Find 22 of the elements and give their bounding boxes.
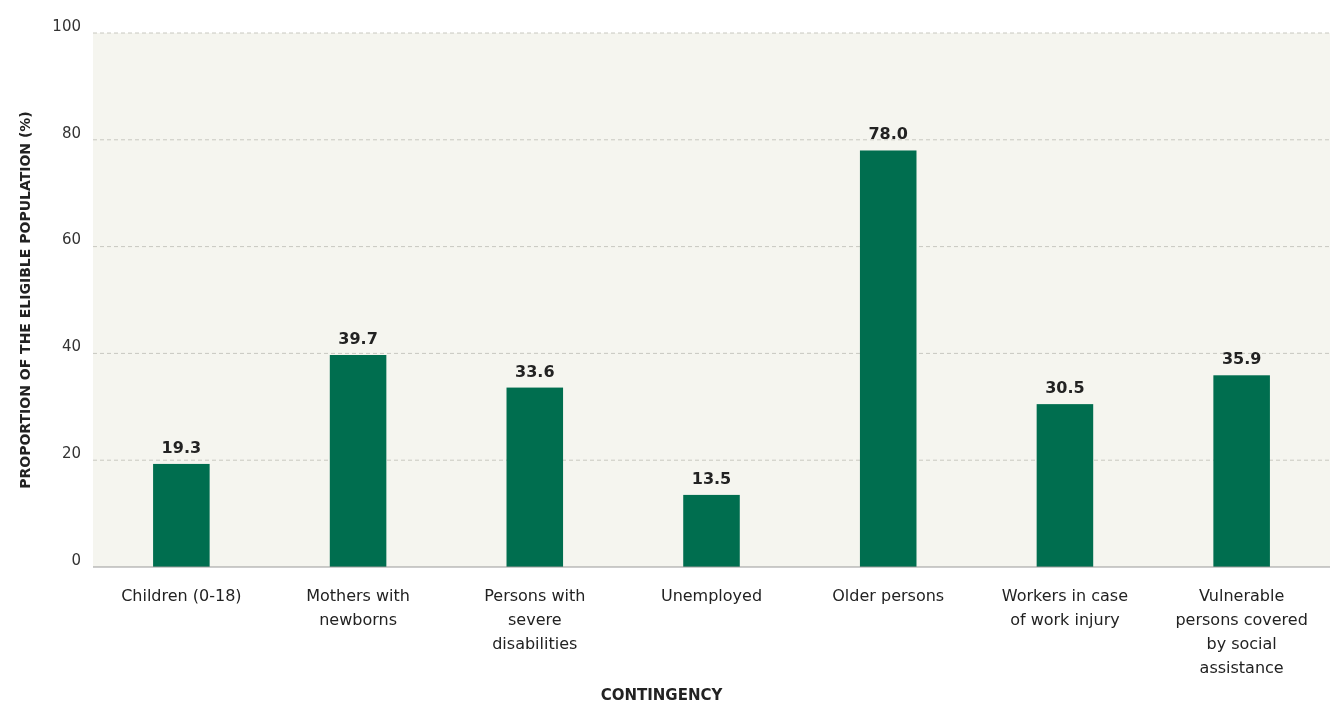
data-label: 13.5 — [691, 468, 732, 488]
y-tick-label: 80 — [61, 123, 81, 142]
x-tick-label: Workers in case of work injury — [1001, 586, 1129, 629]
x-tick-label: Unemployed — [660, 586, 763, 605]
y-tick-label: 60 — [61, 230, 81, 249]
data-label: 78.0 — [868, 124, 908, 144]
data-label: 39.7 — [338, 329, 378, 348]
x-tick-label: Vulnerable persons covered by social assistance — [1175, 586, 1308, 677]
data-label: 35.9 — [1221, 349, 1262, 369]
x-tick-label: Persons with severe disabilities — [484, 586, 586, 653]
y-axis-title: PROPORTION OF THE ELIGIBLE POPULATION (%) — [17, 111, 33, 489]
x-axis-title: CONTINGENCY — [600, 686, 724, 704]
x-tick-label: Children (0-18) — [121, 586, 242, 605]
x-tick-label: Older persons — [832, 586, 945, 605]
y-tick-label: 40 — [61, 337, 81, 356]
y-tick-label: 0 — [71, 550, 81, 569]
data-label: 19.3 — [161, 437, 202, 457]
data-label: 33.6 — [515, 361, 555, 381]
data-label: 30.5 — [1045, 378, 1085, 398]
y-tick-label: 100 — [52, 16, 81, 35]
x-tick-label: Mothers with newborns — [306, 586, 410, 629]
y-tick-label: 20 — [61, 443, 81, 462]
